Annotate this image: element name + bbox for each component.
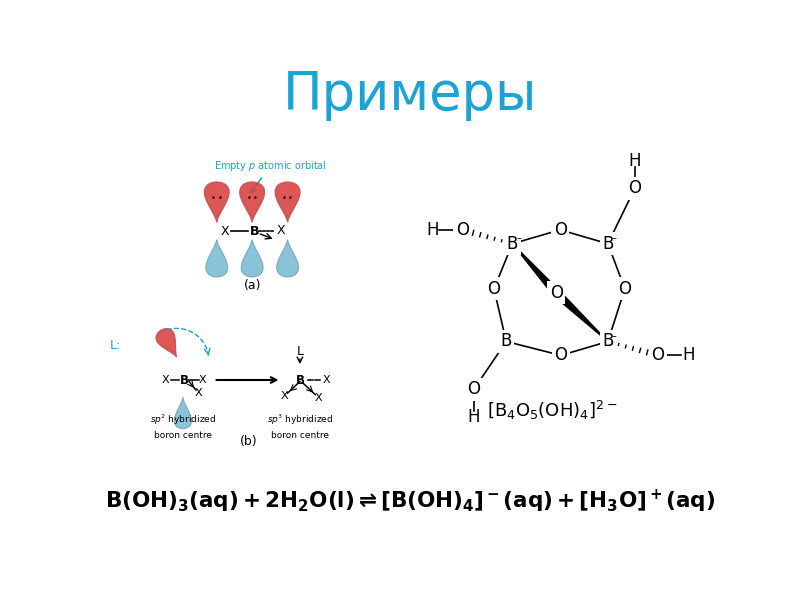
Text: X: X bbox=[194, 388, 202, 398]
Text: $sp^2$ hybridized
boron centre: $sp^2$ hybridized boron centre bbox=[150, 412, 216, 440]
Text: B: B bbox=[506, 235, 518, 253]
Text: •: • bbox=[218, 194, 222, 203]
Text: O: O bbox=[554, 346, 567, 364]
Polygon shape bbox=[277, 240, 298, 277]
Text: X: X bbox=[198, 375, 206, 385]
Text: O: O bbox=[456, 221, 469, 239]
Text: B: B bbox=[501, 332, 512, 350]
Polygon shape bbox=[275, 182, 300, 222]
Text: •: • bbox=[288, 194, 293, 203]
Polygon shape bbox=[242, 240, 263, 277]
Text: X: X bbox=[277, 224, 286, 237]
Text: $\mathbf{B(OH)_3(aq) + 2H_2O(l)}$$\mathbf{\rightleftharpoons}$$\mathbf{[B(OH)_4]: $\mathbf{B(OH)_3(aq) + 2H_2O(l)}$$\mathb… bbox=[105, 488, 715, 515]
Text: B: B bbox=[602, 235, 614, 253]
Text: X: X bbox=[314, 393, 322, 403]
Text: H: H bbox=[682, 346, 695, 364]
Text: H: H bbox=[427, 221, 439, 239]
Text: –: – bbox=[612, 331, 617, 341]
Polygon shape bbox=[205, 182, 229, 222]
Polygon shape bbox=[513, 244, 559, 296]
Text: Примеры: Примеры bbox=[282, 69, 538, 121]
Polygon shape bbox=[156, 329, 177, 357]
Text: B: B bbox=[602, 332, 614, 350]
Text: X: X bbox=[162, 375, 170, 385]
Polygon shape bbox=[174, 398, 191, 428]
Text: X: X bbox=[221, 225, 230, 238]
Text: O: O bbox=[550, 284, 562, 302]
Text: L: L bbox=[296, 345, 303, 358]
Text: Empty $p$ atomic orbital: Empty $p$ atomic orbital bbox=[214, 159, 326, 193]
Text: O: O bbox=[487, 280, 501, 298]
Text: •: • bbox=[211, 194, 216, 203]
Text: B: B bbox=[250, 225, 259, 238]
Text: H: H bbox=[468, 408, 480, 426]
Text: •: • bbox=[253, 194, 258, 203]
Text: X: X bbox=[281, 391, 288, 401]
Text: O: O bbox=[651, 346, 665, 364]
Text: B: B bbox=[295, 373, 304, 386]
Text: –: – bbox=[612, 233, 617, 244]
Text: –: – bbox=[516, 233, 521, 244]
Text: H: H bbox=[629, 152, 641, 170]
Text: $[\mathrm{B_4O_5(OH)_4}]^{2-}$: $[\mathrm{B_4O_5(OH)_4}]^{2-}$ bbox=[487, 399, 618, 422]
Text: O: O bbox=[467, 380, 481, 398]
Polygon shape bbox=[554, 290, 608, 341]
Text: $sp^3$ hybridized
boron centre: $sp^3$ hybridized boron centre bbox=[266, 412, 333, 440]
Text: L:: L: bbox=[110, 339, 122, 352]
Text: O: O bbox=[618, 280, 631, 298]
Text: O: O bbox=[628, 179, 642, 197]
Text: •: • bbox=[246, 194, 251, 203]
Text: O: O bbox=[554, 221, 566, 239]
Text: (a): (a) bbox=[243, 279, 261, 292]
Text: X: X bbox=[322, 375, 330, 385]
Text: •: • bbox=[282, 194, 287, 203]
Text: (b): (b) bbox=[239, 435, 257, 448]
Text: B: B bbox=[180, 373, 189, 386]
Polygon shape bbox=[240, 182, 265, 222]
Polygon shape bbox=[206, 240, 227, 277]
